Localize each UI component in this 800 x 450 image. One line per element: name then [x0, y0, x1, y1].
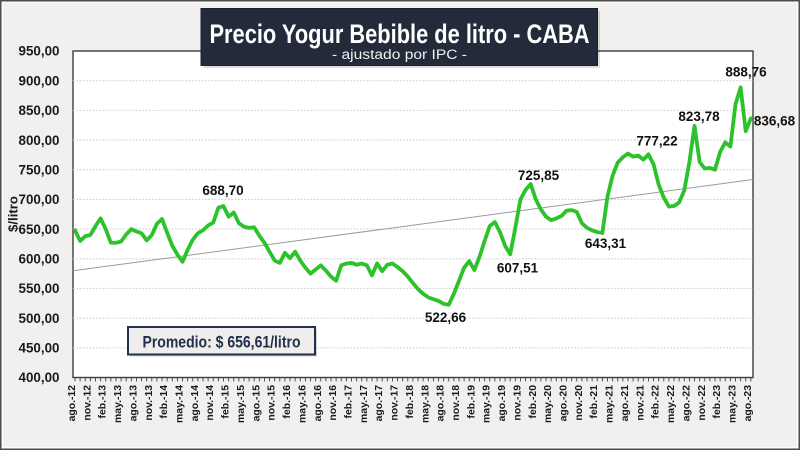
svg-text:550,00: 550,00 — [19, 281, 60, 296]
svg-text:ago.-21: ago.-21 — [620, 385, 631, 422]
svg-text:725,85: 725,85 — [518, 168, 560, 183]
svg-text:650,00: 650,00 — [19, 222, 60, 237]
svg-text:feb.-21: feb.-21 — [589, 385, 600, 419]
svg-text:400,00: 400,00 — [19, 370, 60, 385]
svg-text:may.-13: may.-13 — [113, 385, 124, 423]
svg-text:feb.-15: feb.-15 — [221, 385, 232, 419]
svg-text:ago.-13: ago.-13 — [128, 385, 139, 422]
svg-text:ago.-12: ago.-12 — [67, 385, 78, 422]
svg-text:may.-15: may.-15 — [236, 385, 247, 423]
svg-text:688,70: 688,70 — [202, 183, 243, 198]
svg-text:500,00: 500,00 — [19, 311, 60, 326]
svg-text:feb.-20: feb.-20 — [528, 385, 539, 419]
svg-text:feb.-22: feb.-22 — [651, 385, 662, 419]
svg-text:850,00: 850,00 — [19, 103, 60, 118]
svg-text:700,00: 700,00 — [19, 192, 60, 207]
svg-text:may.-16: may.-16 — [297, 385, 308, 423]
svg-text:- ajustado por IPC -: - ajustado por IPC - — [332, 47, 467, 62]
svg-text:ago.-16: ago.-16 — [313, 385, 324, 422]
svg-text:900,00: 900,00 — [19, 73, 60, 88]
svg-text:may.-22: may.-22 — [666, 385, 677, 423]
svg-text:777,22: 777,22 — [636, 134, 677, 149]
svg-text:ago.-17: ago.-17 — [374, 385, 385, 422]
svg-text:nov.-18: nov.-18 — [451, 385, 462, 421]
svg-text:feb.-16: feb.-16 — [282, 385, 293, 419]
svg-text:ago.-23: ago.-23 — [743, 385, 754, 422]
svg-text:nov.-21: nov.-21 — [635, 385, 646, 421]
svg-text:450,00: 450,00 — [19, 341, 60, 356]
svg-text:nov.-22: nov.-22 — [697, 385, 708, 421]
svg-text:feb.-18: feb.-18 — [405, 385, 416, 419]
svg-text:ago.-15: ago.-15 — [251, 385, 262, 422]
svg-text:888,76: 888,76 — [725, 65, 767, 80]
svg-text:522,66: 522,66 — [425, 310, 467, 325]
svg-text:nov.-20: nov.-20 — [574, 385, 585, 421]
svg-text:ago.-20: ago.-20 — [559, 385, 570, 422]
svg-text:607,51: 607,51 — [497, 261, 539, 276]
svg-text:nov.-12: nov.-12 — [82, 385, 93, 421]
svg-text:643,31: 643,31 — [585, 236, 627, 251]
svg-text:Promedio: $ 656,61/litro: Promedio: $ 656,61/litro — [143, 334, 301, 352]
svg-text:may.-18: may.-18 — [420, 385, 431, 423]
svg-text:Precio Yogur Bebible de litro: Precio Yogur Bebible de litro - CABA — [210, 19, 590, 49]
svg-text:950,00: 950,00 — [19, 44, 60, 59]
svg-text:nov.-13: nov.-13 — [144, 385, 155, 421]
svg-text:ago.-19: ago.-19 — [497, 385, 508, 422]
svg-text:may.-23: may.-23 — [727, 385, 738, 423]
svg-text:feb.-23: feb.-23 — [712, 385, 723, 419]
svg-text:836,68: 836,68 — [754, 114, 796, 129]
svg-text:may.-19: may.-19 — [482, 385, 493, 423]
svg-text:nov.-19: nov.-19 — [512, 385, 523, 421]
svg-text:feb.-17: feb.-17 — [343, 385, 354, 419]
svg-text:may.-21: may.-21 — [605, 385, 616, 423]
svg-text:feb.-14: feb.-14 — [159, 385, 170, 419]
svg-text:$/litro: $/litro — [6, 196, 21, 232]
svg-text:nov.-16: nov.-16 — [328, 385, 339, 421]
svg-text:feb.-19: feb.-19 — [466, 385, 477, 419]
svg-text:800,00: 800,00 — [19, 133, 60, 148]
svg-text:750,00: 750,00 — [19, 162, 60, 177]
svg-text:823,78: 823,78 — [678, 109, 720, 124]
svg-text:600,00: 600,00 — [19, 251, 60, 266]
svg-text:nov.-15: nov.-15 — [267, 385, 278, 421]
svg-text:nov.-14: nov.-14 — [205, 385, 216, 421]
svg-text:may.-20: may.-20 — [543, 385, 554, 423]
svg-text:ago.-22: ago.-22 — [681, 385, 692, 422]
svg-text:ago.-18: ago.-18 — [436, 385, 447, 422]
svg-text:nov.-17: nov.-17 — [390, 385, 401, 421]
svg-text:may.-17: may.-17 — [359, 385, 370, 423]
svg-text:feb.-13: feb.-13 — [98, 385, 109, 419]
svg-text:may.-14: may.-14 — [175, 385, 186, 423]
svg-text:ago.-14: ago.-14 — [190, 385, 201, 422]
